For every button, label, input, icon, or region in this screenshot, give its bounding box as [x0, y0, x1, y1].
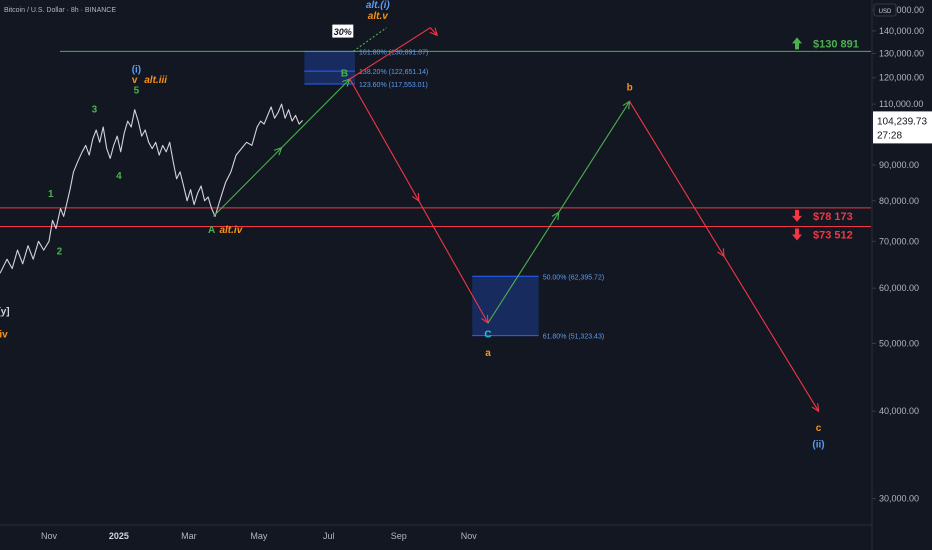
y-tick-label: 40,000.00	[879, 406, 919, 416]
y-tick-label: 80,000.00	[879, 196, 919, 206]
wave-label: v	[132, 75, 138, 86]
time-axis[interactable]: Nov 2025 Mar May Jul Sep Nov	[41, 531, 477, 541]
wave-label: (i)	[132, 65, 141, 76]
projection-paths	[213, 26, 820, 413]
symbol-title: Bitcoin / U.S. Dollar · 8h · BINANCE	[4, 7, 116, 14]
y-tick-label: 70,000.00	[879, 236, 919, 246]
wave-label: alt.v	[368, 11, 389, 22]
y-tick-label: 50,000.00	[879, 338, 919, 348]
level-label: $78 173	[813, 211, 853, 223]
level-arrow-icon	[792, 209, 802, 222]
x-tick-label: May	[250, 531, 268, 541]
x-tick-label: Nov	[461, 531, 478, 541]
fib-level-label: 161.80% (130,891.07)	[359, 49, 428, 56]
projection-mid-arrow	[717, 248, 725, 258]
projection-mid-arrow	[273, 146, 283, 156]
level-label: $73 512	[813, 229, 853, 241]
fibonacci-boxes: 161.80% (130,891.07) 138.20% (122,651.14)…	[304, 49, 605, 341]
price-axis[interactable]: 150,000.00 140,000.00 130,000.00 120,000.00…	[872, 5, 924, 504]
price-line	[0, 103, 303, 274]
wave-label: B	[341, 68, 348, 79]
x-tick-label: Sep	[391, 531, 407, 541]
wave-label: (ii)	[812, 439, 824, 450]
horizontal-levels: $130 891 $78 173 $73 512	[0, 37, 871, 241]
level-arrow-icon	[792, 37, 802, 50]
fib-level-label: 50.00% (62,395.72)	[543, 274, 605, 281]
fib-box-1	[472, 276, 539, 336]
fib-level-label: 123.60% (117,553.01)	[359, 82, 428, 89]
x-tick-label: Mar	[181, 531, 197, 541]
fib-level-label: 61.80% (51,323.43)	[543, 334, 605, 341]
currency-badge[interactable]: USD	[873, 3, 897, 17]
x-tick-label: Nov	[41, 531, 58, 541]
wave-label: A	[208, 225, 215, 236]
projection-mid-arrow	[551, 211, 560, 221]
y-tick-label: 150,000.00	[879, 5, 924, 15]
currency-label: USD	[879, 9, 892, 15]
y-tick-label: 140,000.00	[879, 26, 924, 36]
wave-label: 1	[48, 189, 54, 200]
current-price-value: 104,239.73	[877, 116, 927, 127]
wave-label: 4	[116, 171, 122, 182]
y-tick-label: 30,000.00	[879, 494, 919, 504]
level-arrow-icon	[792, 228, 802, 241]
y-tick-label: 130,000.00	[879, 48, 924, 58]
current-price-tag: 104,239.73 27:28	[873, 111, 932, 144]
probability-label: 30%	[334, 27, 352, 37]
x-tick-label: 2025	[109, 531, 129, 541]
wave-label: 3	[92, 105, 98, 116]
wave-label: [y]	[0, 307, 10, 318]
wave-label: 2	[57, 247, 63, 258]
wave-label: iv	[0, 329, 8, 340]
projection-mid-arrow	[411, 192, 420, 203]
y-tick-label: 110,000.00	[879, 99, 923, 109]
projection-arrowhead	[429, 27, 439, 37]
y-tick-label: 60,000.00	[879, 283, 919, 293]
wave-label: alt.iv	[219, 225, 243, 236]
y-tick-label: 90,000.00	[879, 160, 919, 170]
wave-label: c	[816, 423, 822, 434]
wave-label: 5	[134, 85, 140, 96]
wave-label: C	[484, 329, 491, 340]
probability-badge	[331, 23, 355, 39]
price-series	[0, 103, 303, 274]
wave-label: alt.(i)	[366, 0, 391, 11]
projection-arrowhead	[811, 403, 820, 413]
projection-arrowhead	[622, 100, 631, 110]
x-tick-label: Jul	[323, 531, 335, 541]
y-tick-label: 120,000.00	[879, 73, 924, 83]
wave-label: a	[485, 348, 491, 359]
projection-path	[349, 26, 438, 80]
fib-level-label: 138.20% (122,651.14)	[359, 69, 428, 76]
wave-label: b	[627, 83, 633, 94]
projection-path	[352, 27, 387, 52]
wave-label: alt.iii	[144, 75, 167, 86]
bar-countdown: 27:28	[877, 130, 902, 141]
level-label: $130 891	[813, 38, 859, 50]
fib-box-0	[304, 51, 356, 84]
